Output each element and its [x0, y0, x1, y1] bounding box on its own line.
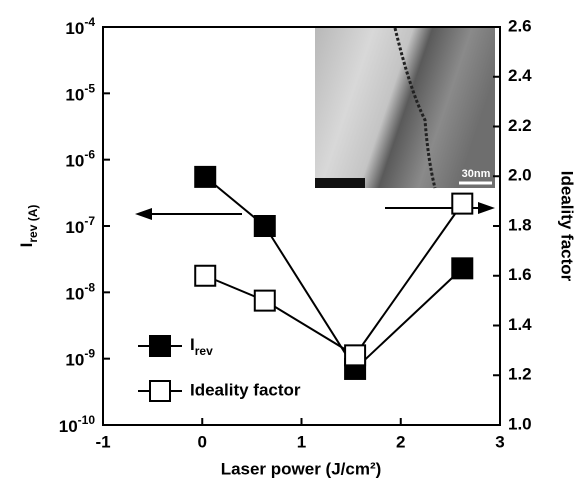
marker — [452, 258, 472, 278]
y-tick-label: 10-4 — [65, 15, 95, 38]
marker — [255, 216, 275, 236]
arrow-right — [385, 202, 495, 214]
legend-label: Ideality factor — [190, 380, 301, 399]
inset-image: 30nm — [315, 28, 495, 188]
marker — [195, 167, 215, 187]
x-tick-label: 3 — [495, 432, 504, 451]
marker — [195, 266, 215, 286]
y-tick-label: 10-10 — [59, 413, 96, 436]
y2-tick-label: 2.6 — [508, 16, 532, 35]
y2-tick-label: 1.8 — [508, 215, 532, 234]
y-tick-label: 10-7 — [65, 214, 95, 237]
chart: 30nm Laser power (J/cm²) Irev (A) Ideali… — [0, 0, 587, 491]
arrow-left — [135, 208, 242, 220]
series-line — [205, 204, 462, 356]
legend-marker — [150, 381, 170, 401]
legend-label: Irev — [190, 335, 213, 358]
y2-axis-label: Ideality factor — [558, 171, 577, 282]
y-tick-label: 10-9 — [65, 347, 95, 370]
y-axis-label: Irev (A) — [17, 205, 40, 248]
x-tick-label: -1 — [95, 432, 110, 451]
x-tick-label: 1 — [297, 432, 306, 451]
y2-tick-label: 1.6 — [508, 265, 532, 284]
marker — [345, 345, 365, 365]
y2-tick-label: 1.0 — [508, 414, 532, 433]
inset-scale-label: 30nm — [462, 168, 491, 180]
y2-tick-label: 2.0 — [508, 166, 532, 185]
x-tick-label: 0 — [198, 432, 207, 451]
y-tick-label: 10-5 — [65, 82, 95, 105]
legend-marker — [150, 336, 170, 356]
y2-tick-label: 1.4 — [508, 315, 532, 334]
y2-tick-label: 1.2 — [508, 365, 532, 384]
series-line — [205, 177, 462, 369]
marker — [452, 194, 472, 214]
y2-tick-label: 2.2 — [508, 116, 532, 135]
y-tick-label: 10-8 — [65, 281, 95, 304]
x-axis-label: Laser power (J/cm²) — [221, 459, 382, 478]
y2-tick-label: 2.4 — [508, 66, 532, 85]
y-tick-label: 10-6 — [65, 148, 95, 171]
x-tick-label: 2 — [396, 432, 405, 451]
marker — [255, 291, 275, 311]
